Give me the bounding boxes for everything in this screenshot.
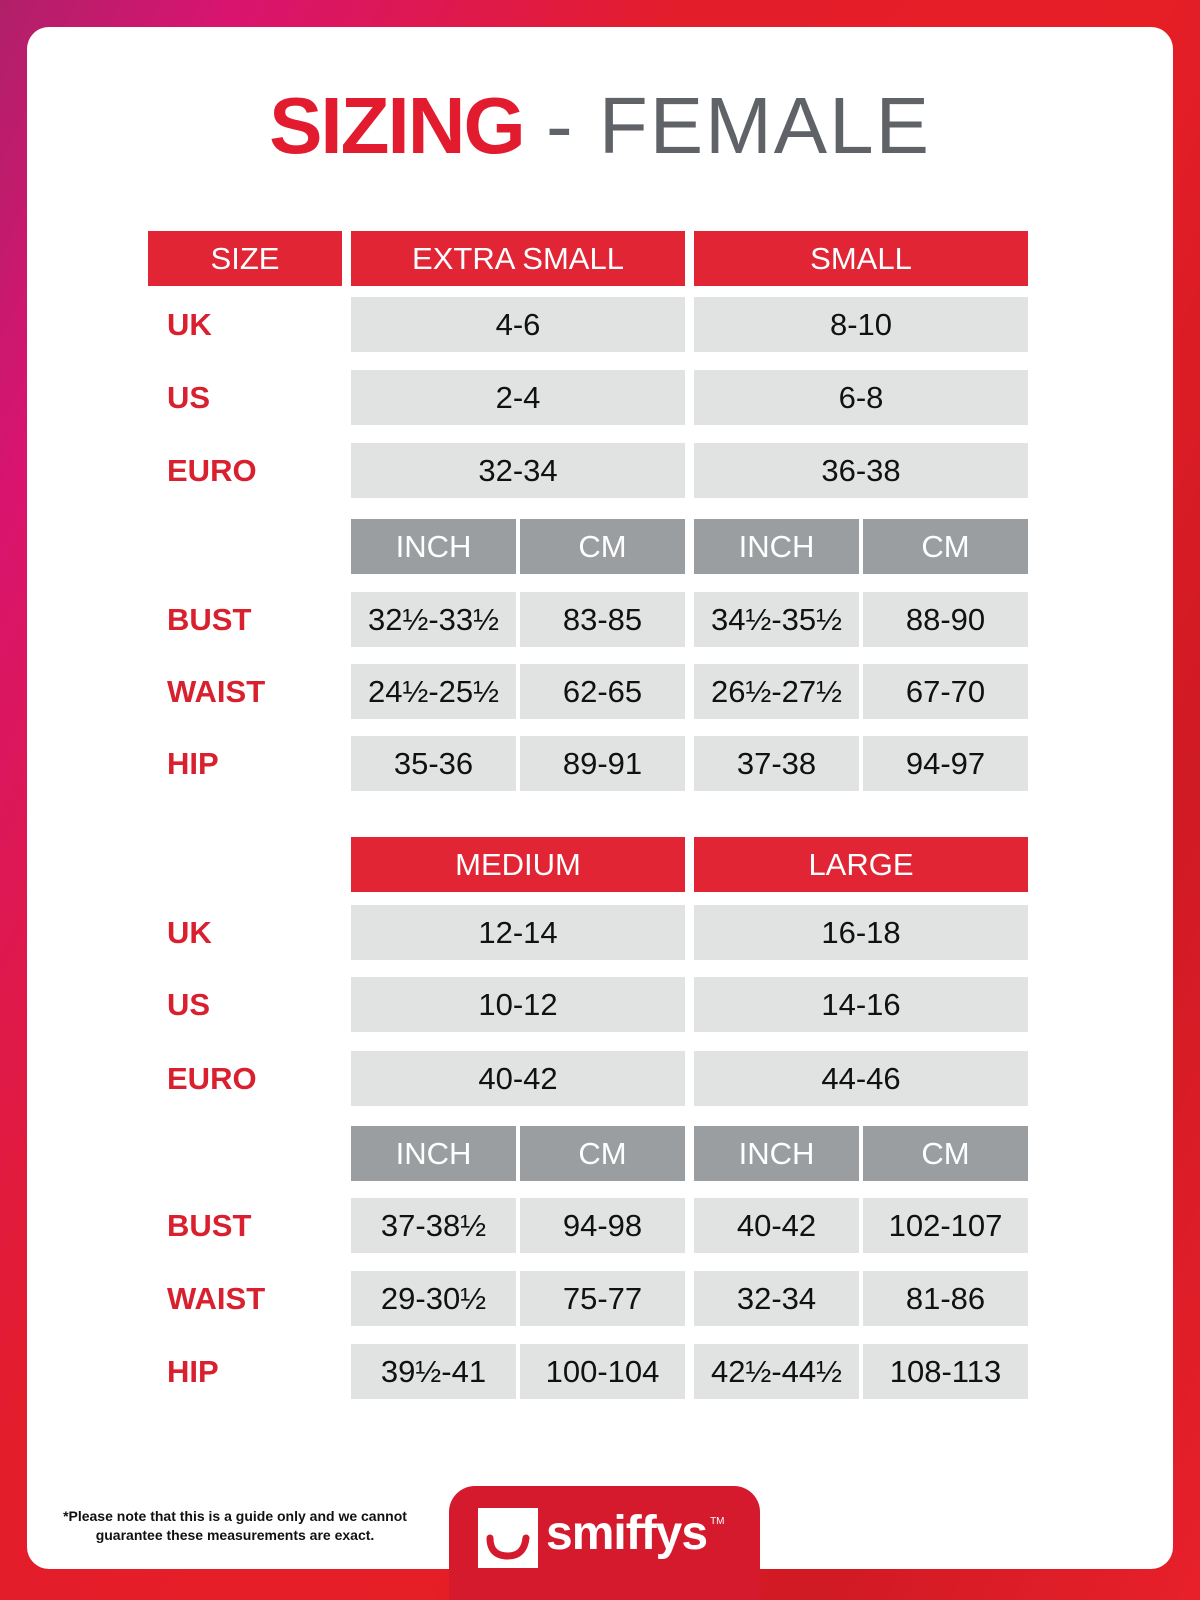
title-primary: SIZING — [269, 81, 526, 170]
size-header: SIZE — [148, 231, 342, 286]
measure-cell-waist-inch: 29-30½ — [351, 1271, 516, 1326]
measure-cell-bust-cm: 83-85 — [520, 592, 685, 647]
unit-header-cm: CM — [863, 1126, 1028, 1181]
logo-text: smiffys — [546, 1507, 708, 1560]
size-cell-euro: 44-46 — [694, 1051, 1028, 1106]
measure-cell-waist-cm: 75-77 — [520, 1271, 685, 1326]
trademark: TM — [710, 1516, 725, 1527]
measure-cell-waist-cm: 67-70 — [863, 664, 1028, 719]
unit-header-inch: INCH — [351, 519, 516, 574]
unit-header-inch: INCH — [351, 1126, 516, 1181]
row-label-waist: WAIST — [167, 1280, 266, 1316]
unit-header-cm: CM — [863, 519, 1028, 574]
size-column-header: LARGE — [694, 837, 1028, 892]
measure-cell-bust-inch: 32½-33½ — [351, 592, 516, 647]
size-cell-uk: 16-18 — [694, 905, 1028, 960]
row-label-waist: WAIST — [167, 673, 266, 709]
measure-cell-waist-cm: 62-65 — [520, 664, 685, 719]
row-label-uk: UK — [167, 914, 212, 950]
measure-cell-waist-inch: 24½-25½ — [351, 664, 516, 719]
disclaimer-note: *Please note that this is a guide only a… — [63, 1508, 407, 1543]
size-cell-us: 2-4 — [351, 370, 685, 425]
measure-cell-hip-cm: 89-91 — [520, 736, 685, 791]
measure-cell-bust-inch: 34½-35½ — [694, 592, 859, 647]
measure-cell-hip-inch: 39½-41 — [351, 1344, 516, 1399]
measure-cell-hip-cm: 100-104 — [520, 1344, 685, 1399]
title-secondary: - FEMALE — [545, 81, 931, 170]
row-label-euro: EURO — [167, 452, 257, 488]
row-label-hip: HIP — [167, 1353, 219, 1389]
size-column-header: MEDIUM — [351, 837, 685, 892]
row-label-bust: BUST — [167, 601, 252, 637]
measure-cell-waist-inch: 32-34 — [694, 1271, 859, 1326]
measure-cell-hip-cm: 108-113 — [863, 1344, 1028, 1399]
row-label-bust: BUST — [167, 1207, 252, 1243]
measure-cell-bust-inch: 37-38½ — [351, 1198, 516, 1253]
size-column-header: EXTRA SMALL — [351, 231, 685, 286]
measure-cell-waist-cm: 81-86 — [863, 1271, 1028, 1326]
size-cell-euro: 36-38 — [694, 443, 1028, 498]
row-label-euro: EURO — [167, 1060, 257, 1096]
row-label-us: US — [167, 379, 211, 415]
size-column-header: SMALL — [694, 231, 1028, 286]
measure-cell-hip-inch: 37-38 — [694, 736, 859, 791]
size-cell-uk: 8-10 — [694, 297, 1028, 352]
size-cell-us: 6-8 — [694, 370, 1028, 425]
measure-cell-bust-cm: 102-107 — [863, 1198, 1028, 1253]
measure-cell-bust-inch: 40-42 — [694, 1198, 859, 1253]
measure-cell-bust-cm: 94-98 — [520, 1198, 685, 1253]
unit-header-cm: CM — [520, 519, 685, 574]
size-cell-euro: 32-34 — [351, 443, 685, 498]
size-cell-uk: 12-14 — [351, 905, 685, 960]
measure-cell-bust-cm: 88-90 — [863, 592, 1028, 647]
unit-header-inch: INCH — [694, 519, 859, 574]
logo-wordmark: smiffys TM — [546, 1504, 725, 1564]
measure-cell-hip-inch: 35-36 — [351, 736, 516, 791]
row-label-uk: UK — [167, 306, 212, 342]
size-cell-us: 10-12 — [351, 977, 685, 1032]
row-label-hip: HIP — [167, 745, 219, 781]
measure-cell-hip-cm: 94-97 — [863, 736, 1028, 791]
row-label-us: US — [167, 986, 211, 1022]
size-cell-us: 14-16 — [694, 977, 1028, 1032]
size-cell-uk: 4-6 — [351, 297, 685, 352]
measure-cell-hip-inch: 42½-44½ — [694, 1344, 859, 1399]
unit-header-inch: INCH — [694, 1126, 859, 1181]
smiffys-logo-icon — [478, 1508, 538, 1568]
unit-header-cm: CM — [520, 1126, 685, 1181]
measure-cell-waist-inch: 26½-27½ — [694, 664, 859, 719]
size-cell-euro: 40-42 — [351, 1051, 685, 1106]
page-title: SIZING - FEMALE — [0, 86, 1200, 166]
